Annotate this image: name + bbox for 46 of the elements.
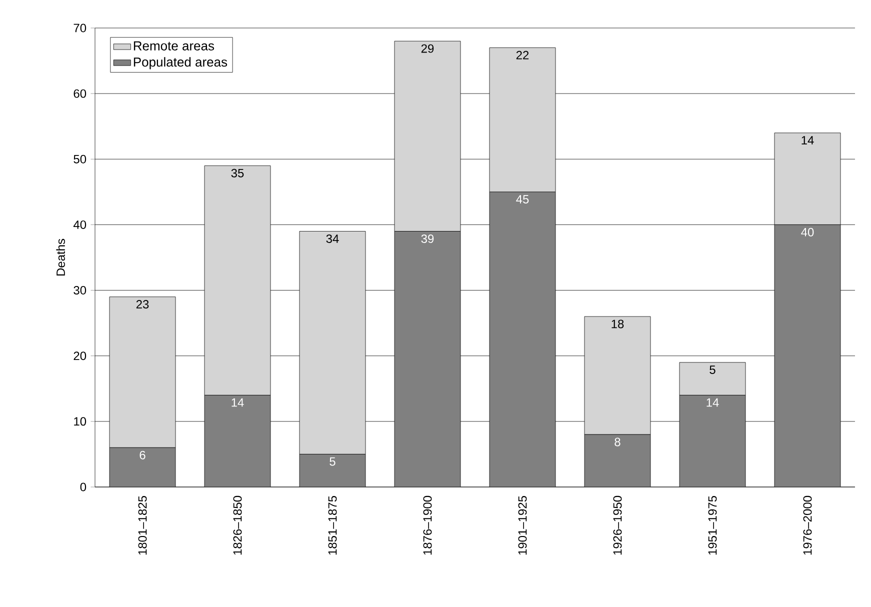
bar [299, 231, 366, 454]
bar [584, 434, 651, 487]
bar [584, 316, 651, 435]
data-label: 18 [612, 320, 624, 328]
x-tick-label: 1826–1850 [233, 496, 242, 555]
bar [299, 454, 366, 487]
data-label: 39 [421, 234, 434, 243]
bar [204, 394, 271, 487]
data-label: 14 [232, 398, 244, 407]
y-tick-label: 60 [74, 89, 86, 98]
y-tick-label: 20 [74, 352, 86, 360]
x-tick-label: 1851–1875 [328, 496, 337, 555]
bar [394, 231, 461, 487]
legend-label: Remote areas [134, 41, 214, 50]
y-tick-label: 70 [74, 24, 86, 32]
data-label: 23 [136, 300, 149, 309]
y-tick-label: 40 [73, 220, 86, 229]
data-label: 45 [516, 195, 529, 204]
x-tick-label: 1951–1975 [708, 496, 717, 555]
bar [774, 224, 841, 487]
legend-label: Populated areas [134, 57, 228, 70]
bar [109, 447, 176, 487]
data-label: 40 [801, 228, 814, 236]
x-tick-label: 1926–1950 [613, 496, 622, 555]
x-tick-label: 1976–2000 [803, 496, 812, 555]
data-label: 22 [516, 50, 529, 60]
bar [679, 394, 746, 487]
y-tick-label: 10 [74, 417, 86, 426]
data-label: 14 [706, 398, 719, 407]
data-label: 8 [614, 438, 620, 446]
data-label: 6 [140, 450, 146, 460]
bar [489, 192, 556, 487]
x-tick-label: 1801–1825 [138, 496, 147, 555]
y-tick-label: 0 [80, 482, 86, 492]
data-label: 5 [710, 366, 716, 374]
x-tick-label: 1901–1925 [518, 496, 527, 555]
data-label: 35 [231, 168, 244, 178]
y-axis-title: Deaths [56, 238, 65, 276]
y-tick-label: 50 [74, 154, 86, 164]
data-label: 29 [421, 44, 434, 53]
bar [679, 362, 746, 396]
data-label: 34 [326, 234, 339, 243]
y-tick-label: 30 [74, 286, 86, 295]
data-label: 14 [802, 136, 814, 144]
x-tick-label: 1876–1900 [423, 496, 432, 555]
data-label: 5 [330, 457, 336, 466]
